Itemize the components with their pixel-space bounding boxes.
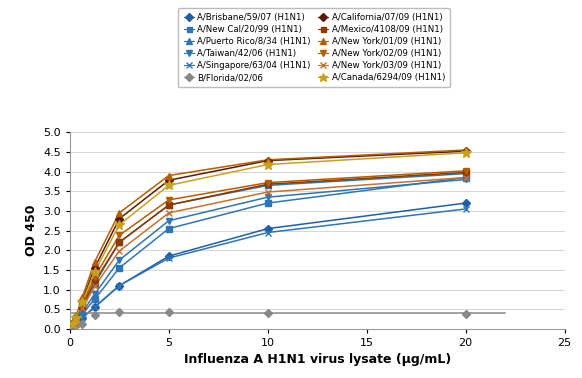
X-axis label: Influenza A H1N1 virus lysate (μg/mL): Influenza A H1N1 virus lysate (μg/mL): [183, 353, 451, 366]
Y-axis label: OD 450: OD 450: [24, 205, 37, 256]
Legend: A/Brisbane/59/07 (H1N1), A/New Cal/20/99 (H1N1), A/Puerto Rico/8/34 (H1N1), A/Ta: A/Brisbane/59/07 (H1N1), A/New Cal/20/99…: [179, 8, 450, 87]
